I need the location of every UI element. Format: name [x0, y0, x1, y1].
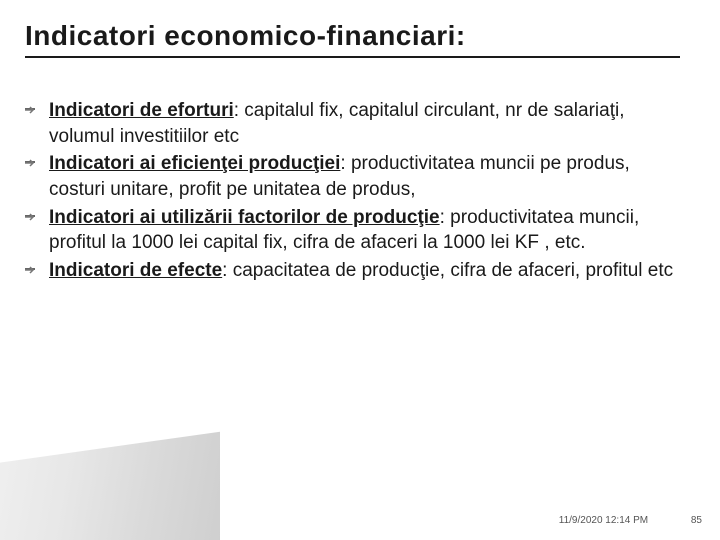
list-item: Indicatori de efecte: capacitatea de pro…: [49, 258, 680, 284]
bullet-icon: [25, 105, 35, 115]
list-item: Indicatori ai eficienţei producţiei: pro…: [49, 151, 680, 202]
bullet-list: Indicatori de eforturi: capitalul fix, c…: [25, 98, 680, 283]
bullet-rest: : capacitatea de producţie, cifra de afa…: [222, 260, 673, 281]
bullet-bold: Indicatori de efecte: [49, 260, 222, 281]
bullet-bold: Indicatori ai utilizării factorilor de p…: [49, 207, 440, 228]
list-item: Indicatori ai utilizării factorilor de p…: [49, 205, 680, 256]
bullet-bold: Indicatori ai eficienţei producţiei: [49, 153, 340, 174]
footer-date: 11/9/2020 12:14 PM: [559, 515, 648, 526]
accent-shape: [0, 432, 220, 540]
bullet-icon: [25, 158, 35, 168]
bullet-icon: [25, 265, 35, 275]
page-title: Indicatori economico-financiari:: [25, 20, 680, 58]
footer: 11/9/2020 12:14 PM 85: [559, 515, 702, 526]
bullet-icon: [25, 212, 35, 222]
list-item: Indicatori de eforturi: capitalul fix, c…: [49, 98, 680, 149]
bullet-bold: Indicatori de eforturi: [49, 100, 234, 121]
slide: Indicatori economico-financiari: Indicat…: [0, 0, 720, 540]
footer-page: 85: [691, 515, 702, 526]
